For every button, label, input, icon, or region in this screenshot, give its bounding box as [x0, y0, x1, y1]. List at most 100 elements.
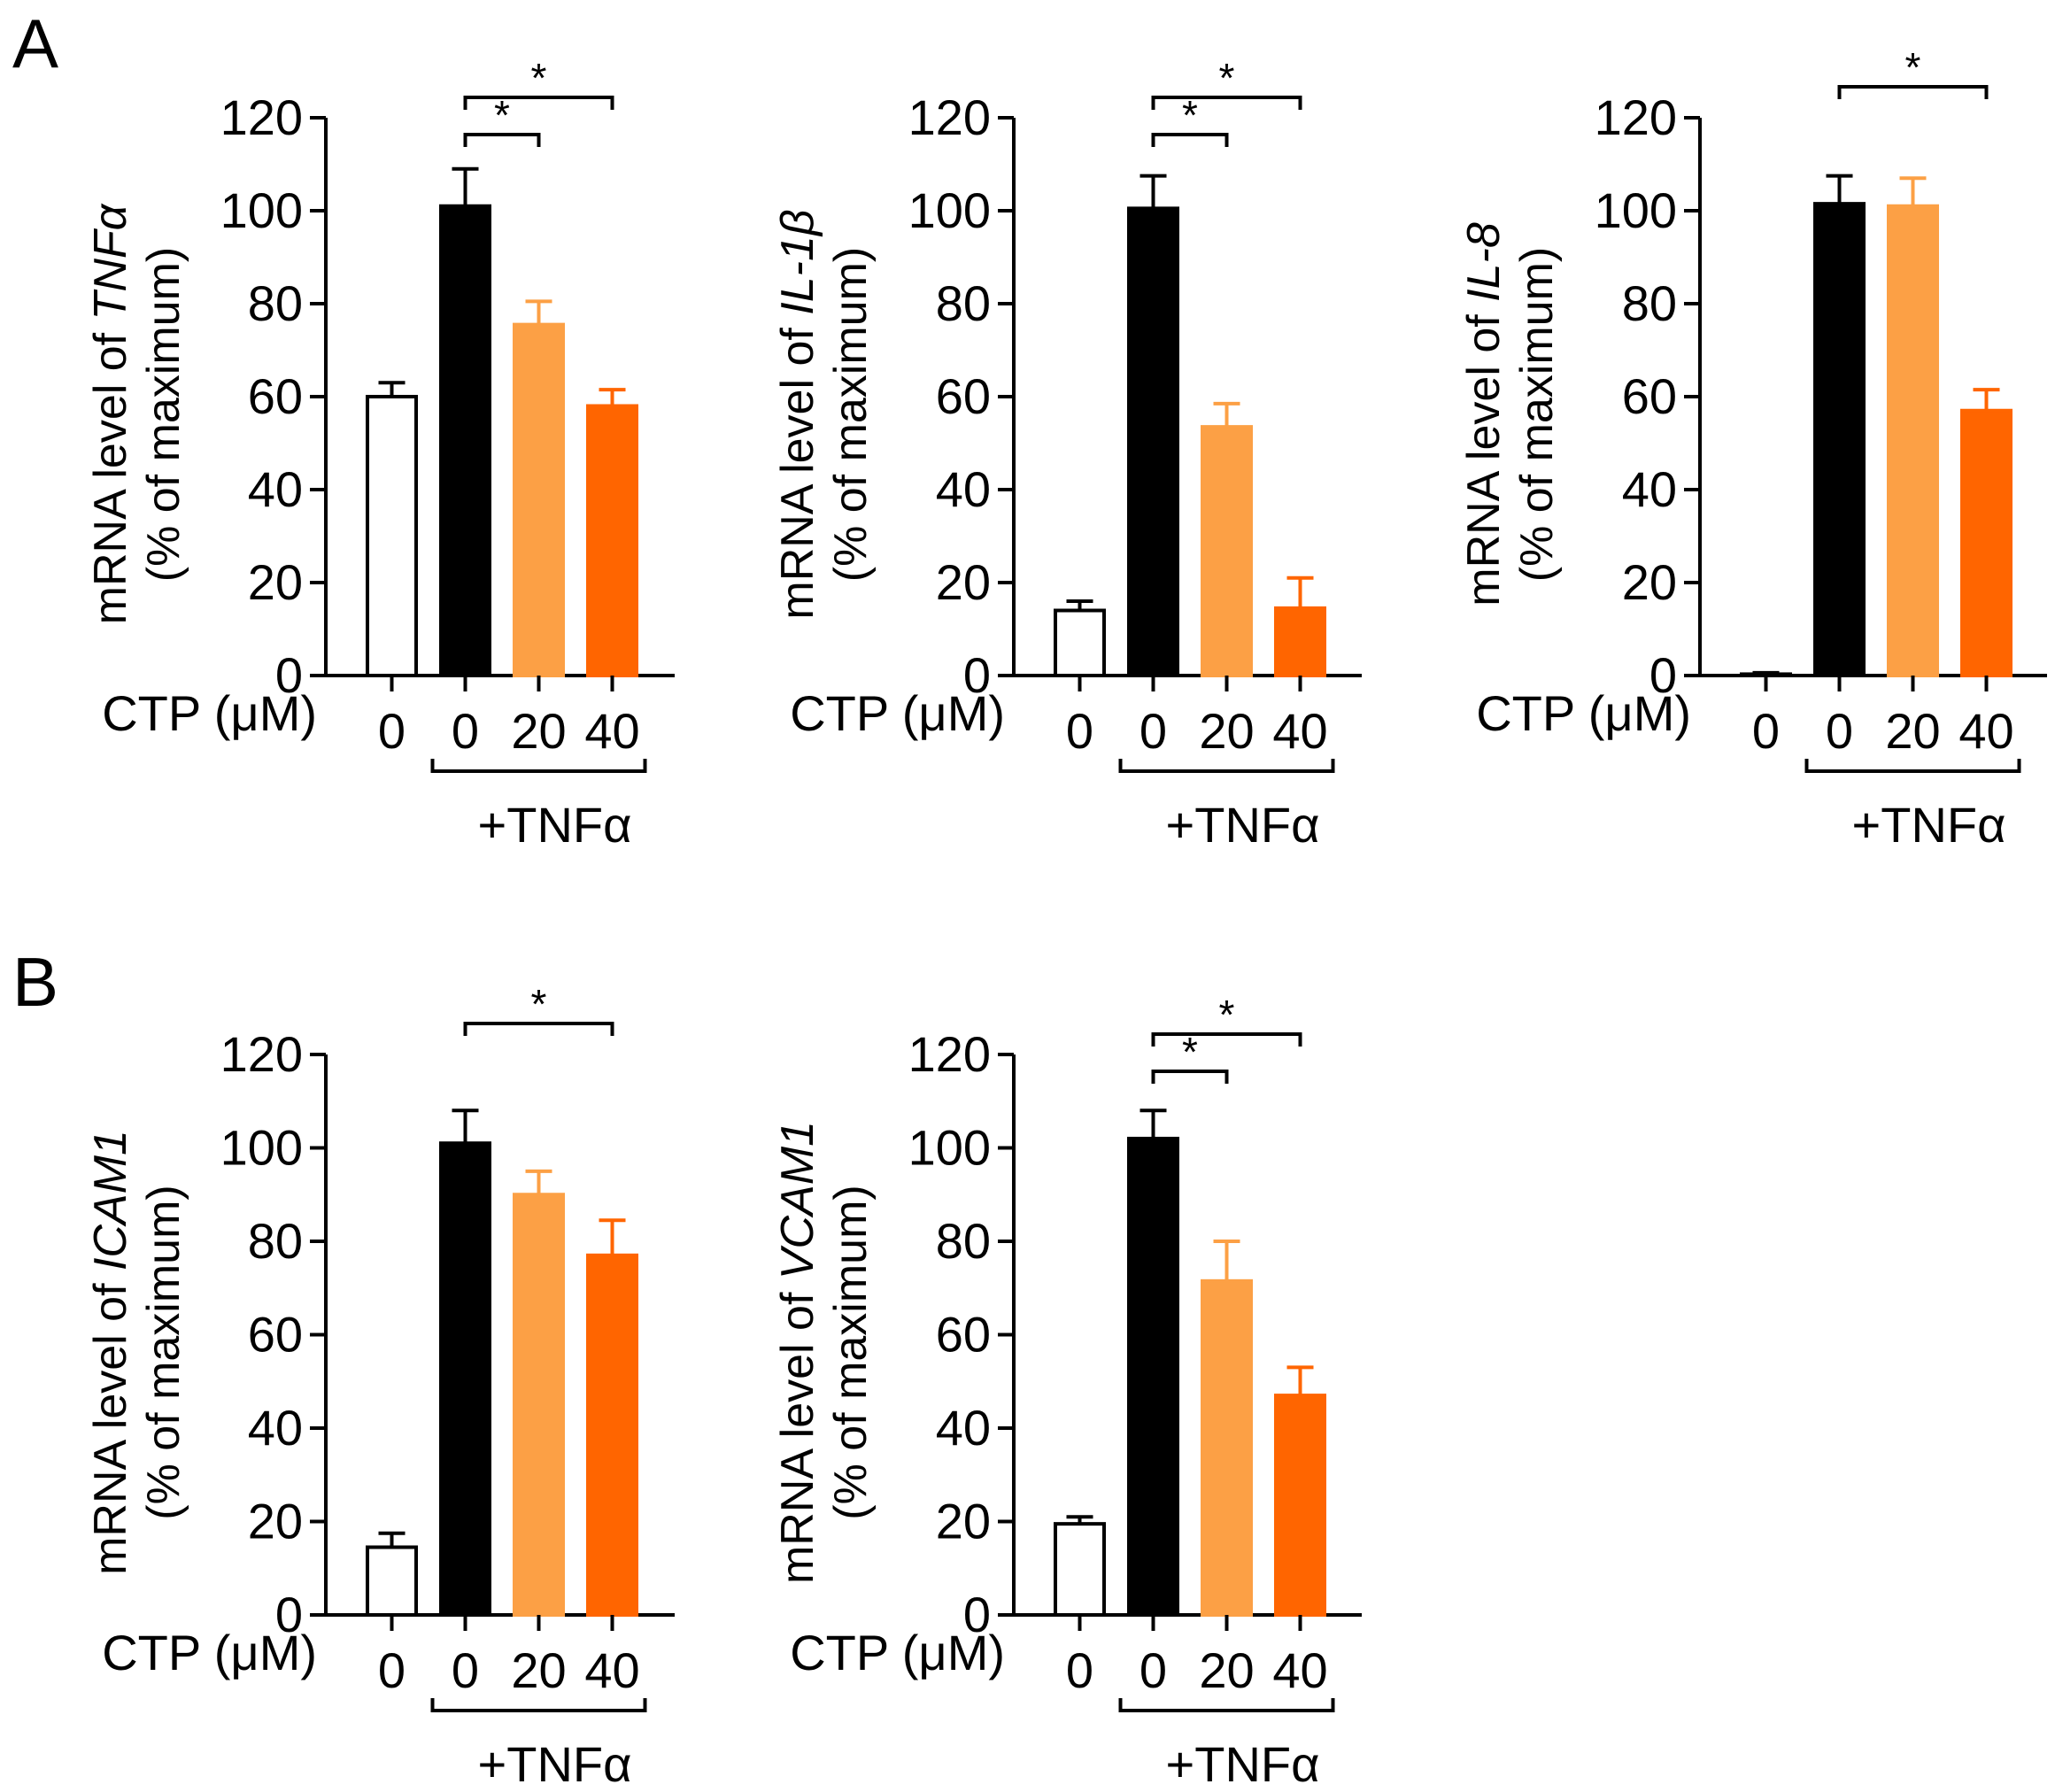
y-tick-label: 40	[936, 461, 991, 517]
panel-letter-a: A	[12, 4, 58, 82]
bar-2	[1127, 1136, 1179, 1617]
y-tick-label: 20	[248, 1494, 303, 1549]
y-tick-label: 120	[1595, 89, 1677, 145]
treatment-bracket	[1118, 759, 1335, 773]
significance-star: *	[1182, 1029, 1198, 1075]
y-tick-label: 80	[248, 275, 303, 331]
y-tick-label: 80	[1622, 275, 1677, 331]
category-label: 0	[378, 1642, 406, 1698]
category-label: 20	[511, 703, 566, 759]
significance-star: *	[494, 92, 510, 138]
y-tick-label: 0	[275, 1587, 303, 1642]
bar-4	[586, 404, 638, 677]
bar-2	[439, 204, 491, 677]
treatment-label: +TNFα	[478, 1736, 632, 1792]
y-tick-label: 40	[248, 1400, 303, 1456]
y-tick-label: 100	[908, 1120, 991, 1176]
significance-bracket	[463, 1022, 614, 1036]
y-tick-label: 100	[1595, 182, 1677, 238]
panel-letter-b: B	[12, 943, 58, 1021]
bar-2	[1813, 202, 1866, 677]
x-axis-label: CTP (μM)	[102, 1625, 317, 1680]
treatment-label: +TNFα	[1852, 797, 2006, 853]
y-tick-label: 20	[936, 1494, 991, 1549]
bar-1	[1054, 608, 1106, 677]
y-tick-label: 20	[1622, 554, 1677, 610]
y-tick-label: 120	[220, 1026, 303, 1082]
y-tick-label: 0	[963, 647, 991, 703]
significance-bracket	[1151, 96, 1302, 110]
y-axis-title: mRNA level of IL-1β	[772, 209, 823, 619]
category-label: 40	[584, 703, 639, 759]
bar-4	[1274, 606, 1326, 677]
category-label: 20	[1199, 1642, 1254, 1698]
category-label: 40	[1958, 703, 2013, 759]
y-tick-label: 20	[248, 554, 303, 610]
bar-3	[513, 322, 565, 677]
y-axis-title-line2: (% of maximum)	[138, 247, 189, 582]
y-tick-label: 60	[1622, 368, 1677, 424]
bar-1	[1740, 672, 1792, 677]
y-tick-label: 120	[220, 89, 303, 145]
y-axis-title-prefix: mRNA level of	[1458, 302, 1510, 606]
significance-bracket	[1151, 1070, 1229, 1084]
bar-3	[1201, 425, 1253, 677]
category-label: 0	[1826, 703, 1853, 759]
treatment-bracket	[430, 1698, 647, 1712]
treatment-label: +TNFα	[1166, 797, 1320, 853]
significance-star: *	[531, 55, 547, 101]
y-axis-title-prefix: mRNA level of	[772, 315, 823, 620]
bar-2	[439, 1141, 491, 1617]
y-tick-label: 0	[963, 1587, 991, 1642]
category-label: 20	[1199, 703, 1254, 759]
y-tick-label: 40	[1622, 461, 1677, 517]
y-tick-label: 60	[248, 368, 303, 424]
bar-1	[366, 1545, 418, 1617]
significance-star: *	[531, 981, 547, 1027]
y-tick-label: 100	[908, 182, 991, 238]
y-tick-label: 0	[275, 647, 303, 703]
y-tick-label: 80	[936, 1213, 991, 1269]
y-axis-title-prefix: mRNA level of	[772, 1279, 823, 1584]
category-label: 0	[1066, 703, 1093, 759]
y-axis-title-gene: IL-1β	[772, 209, 823, 314]
y-axis-title-line2: (% of maximum)	[1511, 247, 1563, 582]
significance-bracket	[1837, 85, 1989, 99]
y-axis-title-gene: ICAM1	[85, 1130, 136, 1271]
bar-1	[366, 395, 418, 677]
y-tick-label: 60	[248, 1307, 303, 1363]
category-label: 0	[452, 703, 479, 759]
chart-4: 0 20 40 60 80 100 120 mRNA level of ICAM1 (% of …	[85, 981, 675, 1792]
category-label: 0	[378, 703, 406, 759]
significance-bracket	[1151, 133, 1229, 147]
y-tick-label: 80	[936, 275, 991, 331]
y-axis-title: mRNA level of TNFα	[85, 203, 136, 624]
y-axis-title: mRNA level of ICAM1	[85, 1130, 136, 1575]
y-tick-label: 40	[936, 1400, 991, 1456]
x-axis-label: CTP (μM)	[102, 685, 317, 741]
y-axis-title-line2: (% of maximum)	[825, 1185, 877, 1519]
y-tick-label: 60	[936, 368, 991, 424]
bar-3	[1201, 1278, 1253, 1618]
bar-3	[1887, 204, 1939, 677]
category-label: 0	[1140, 1642, 1167, 1698]
x-axis-label: CTP (μM)	[790, 685, 1005, 741]
y-axis-title-prefix: mRNA level of	[85, 320, 136, 624]
y-axis-title: mRNA level of VCAM1	[772, 1121, 823, 1584]
y-tick-label: 120	[908, 1026, 991, 1082]
category-label: 40	[1272, 703, 1327, 759]
significance-bracket	[463, 96, 614, 110]
treatment-bracket	[430, 759, 647, 773]
category-label: 0	[1140, 703, 1167, 759]
significance-bracket	[463, 133, 541, 147]
category-label: 20	[1885, 703, 1940, 759]
treatment-label: +TNFα	[1166, 1736, 1320, 1792]
y-tick-label: 0	[1649, 647, 1677, 703]
chart-2: 0 20 40 60 80 100 120 mRNA level of IL-1β (% of …	[772, 55, 1362, 853]
significance-bracket	[1151, 1032, 1302, 1047]
y-axis-title: mRNA level of IL-8	[1458, 222, 1510, 606]
y-axis-title-gene: VCAM1	[772, 1121, 823, 1279]
y-axis-title-gene: TNFα	[85, 203, 136, 320]
